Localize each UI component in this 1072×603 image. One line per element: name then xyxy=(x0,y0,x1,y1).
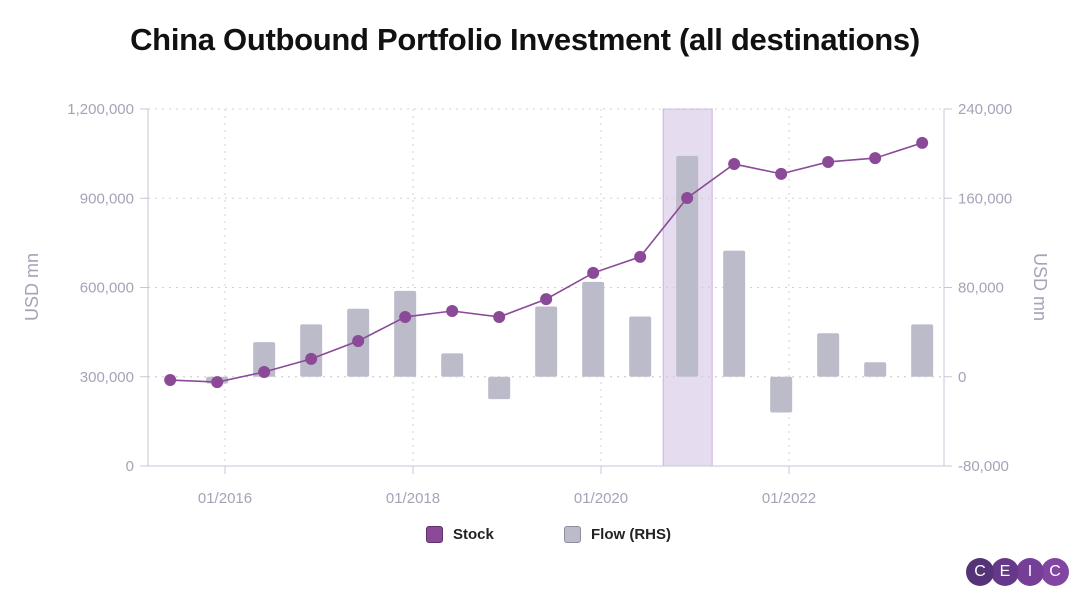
legend-label-stock: Stock xyxy=(453,526,494,543)
x-tick-label: 01/2016 xyxy=(198,490,252,507)
y-tick-label-right: 80,000 xyxy=(958,280,1004,297)
point-stock xyxy=(493,310,506,323)
x-tick-label: 01/2020 xyxy=(574,490,628,507)
point-stock xyxy=(164,374,177,387)
point-stock xyxy=(587,266,600,279)
bar-flow xyxy=(911,324,934,377)
bar-flow xyxy=(535,306,558,377)
point-stock xyxy=(305,352,318,365)
point-stock xyxy=(916,136,929,149)
bar-flow xyxy=(864,362,887,377)
bar-flow xyxy=(817,333,840,377)
y-tick-label-left: 0 xyxy=(126,458,134,475)
x-tick-label: 01/2018 xyxy=(386,490,440,507)
bar-flow xyxy=(253,342,276,377)
point-stock xyxy=(775,167,788,180)
legend-item-flow[interactable]: Flow (RHS) xyxy=(564,526,671,543)
point-stock xyxy=(681,191,694,204)
point-stock xyxy=(399,310,412,323)
point-stock xyxy=(211,376,224,389)
legend-swatch-stock xyxy=(426,526,443,543)
bar-flow xyxy=(488,376,511,400)
x-tick-label: 01/2022 xyxy=(762,490,816,507)
bar-flow xyxy=(300,324,323,377)
y-axis-label-left: USD mn xyxy=(22,253,42,321)
bar-flow xyxy=(676,155,699,377)
point-stock xyxy=(869,152,882,165)
y-tick-label-left: 900,000 xyxy=(80,190,134,207)
bar-flow xyxy=(441,353,464,377)
bar-flow xyxy=(394,290,417,377)
y-tick-label-left: 1,200,000 xyxy=(67,101,134,118)
legend-item-stock[interactable]: Stock xyxy=(426,526,494,543)
point-stock xyxy=(540,293,553,306)
chart-title: China Outbound Portfolio Investment (all… xyxy=(130,22,920,57)
y-axis-label-right: USD mn xyxy=(1030,253,1050,321)
point-stock xyxy=(258,365,271,378)
y-tick-label-right: 0 xyxy=(958,369,966,386)
bar-flow xyxy=(582,281,605,377)
y-tick-label-left: 600,000 xyxy=(80,280,134,297)
point-stock xyxy=(728,158,741,171)
y-tick-label-right: 160,000 xyxy=(958,190,1012,207)
y-tick-label-left: 300,000 xyxy=(80,369,134,386)
point-stock xyxy=(446,305,459,318)
y-tick-label-right: 240,000 xyxy=(958,101,1012,118)
point-stock xyxy=(634,250,647,263)
point-stock xyxy=(352,335,365,348)
legend-swatch-flow xyxy=(564,526,581,543)
bar-flow xyxy=(629,316,652,377)
point-stock xyxy=(822,155,835,168)
y-tick-label-right: -80,000 xyxy=(958,458,1009,475)
bar-flow xyxy=(770,376,793,413)
legend-label-flow: Flow (RHS) xyxy=(591,526,671,543)
bar-flow xyxy=(723,250,746,377)
